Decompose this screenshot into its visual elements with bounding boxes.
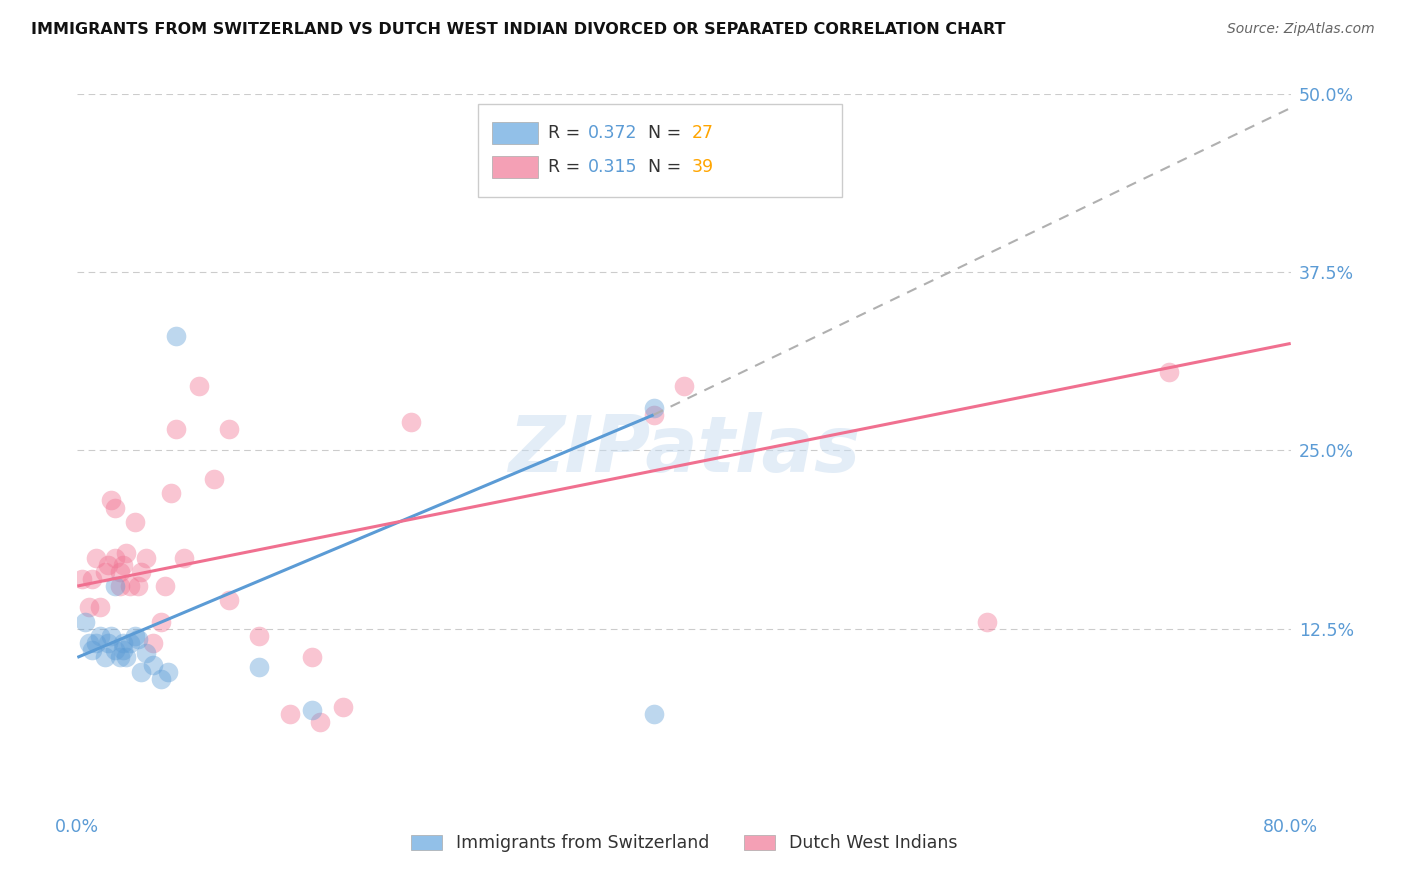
Point: [104, 579, 127, 593]
Point: [1159, 365, 1181, 379]
Point: [120, 579, 142, 593]
Point: [332, 700, 354, 714]
Text: IMMIGRANTS FROM SWITZERLAND VS DUTCH WEST INDIAN DIVORCED OR SEPARATED CORRELATI: IMMIGRANTS FROM SWITZERLAND VS DUTCH WES…: [31, 22, 1005, 37]
Point: [643, 408, 665, 422]
Point: [97, 636, 120, 650]
Point: [976, 615, 998, 629]
Point: [155, 579, 177, 593]
Point: [149, 615, 172, 629]
Point: [93, 565, 115, 579]
Point: [115, 546, 138, 560]
Point: [70, 572, 93, 586]
Point: [173, 550, 195, 565]
Point: [108, 650, 131, 665]
Point: [157, 665, 180, 679]
Point: [115, 650, 138, 665]
Point: [301, 703, 323, 717]
Point: [124, 515, 146, 529]
Point: [247, 660, 270, 674]
Point: [73, 615, 96, 629]
Text: 0.372: 0.372: [588, 124, 638, 142]
Point: [104, 643, 127, 657]
Point: [89, 600, 111, 615]
Text: R =: R =: [548, 124, 586, 142]
Point: [399, 415, 422, 429]
Point: [643, 401, 665, 415]
Point: [673, 379, 696, 393]
Point: [202, 472, 225, 486]
FancyBboxPatch shape: [492, 122, 538, 144]
Point: [127, 579, 149, 593]
Point: [218, 422, 240, 436]
Text: N =: N =: [648, 158, 686, 176]
Point: [129, 565, 152, 579]
Point: [124, 629, 146, 643]
Point: [135, 646, 157, 660]
Point: [104, 500, 127, 515]
Point: [93, 650, 115, 665]
Point: [84, 550, 107, 565]
Point: [309, 714, 332, 729]
Legend: Immigrants from Switzerland, Dutch West Indians: Immigrants from Switzerland, Dutch West …: [404, 828, 965, 859]
Point: [247, 629, 270, 643]
Point: [111, 636, 134, 650]
Point: [100, 493, 122, 508]
Text: 27: 27: [692, 124, 713, 142]
Point: [108, 565, 131, 579]
Text: N =: N =: [648, 124, 686, 142]
Point: [104, 550, 127, 565]
Point: [82, 572, 104, 586]
Point: [278, 707, 301, 722]
Point: [89, 629, 111, 643]
Point: [643, 707, 665, 722]
Text: 0.315: 0.315: [588, 158, 638, 176]
Point: [129, 665, 152, 679]
Point: [120, 636, 142, 650]
Point: [111, 558, 134, 572]
Text: Source: ZipAtlas.com: Source: ZipAtlas.com: [1227, 22, 1375, 37]
Text: ZIPatlas: ZIPatlas: [508, 412, 860, 489]
Point: [301, 650, 323, 665]
Point: [149, 672, 172, 686]
FancyBboxPatch shape: [492, 156, 538, 178]
Point: [111, 643, 134, 657]
Point: [82, 643, 104, 657]
Point: [142, 657, 165, 672]
Point: [135, 550, 157, 565]
Point: [165, 329, 187, 343]
Point: [127, 632, 149, 646]
Text: R =: R =: [548, 158, 586, 176]
Point: [142, 636, 165, 650]
Point: [79, 636, 101, 650]
Point: [160, 486, 183, 500]
Point: [108, 579, 131, 593]
Point: [79, 600, 101, 615]
FancyBboxPatch shape: [478, 104, 842, 197]
Point: [84, 636, 107, 650]
Point: [218, 593, 240, 607]
Point: [97, 558, 120, 572]
Text: 39: 39: [692, 158, 713, 176]
Point: [165, 422, 187, 436]
Point: [187, 379, 209, 393]
Point: [100, 629, 122, 643]
